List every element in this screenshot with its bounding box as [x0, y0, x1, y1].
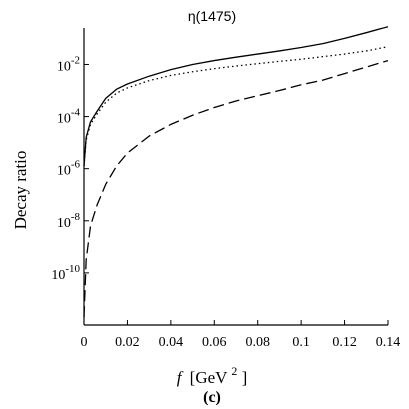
x-ticks: 0 0.02 0.04 0.06 0.08 0.1 0.12 0.14 — [81, 320, 401, 350]
y-tick-label: 10-8 — [57, 211, 81, 231]
x-tick-label: 0.12 — [332, 335, 357, 350]
x-tick-label: 0.1 — [292, 335, 310, 350]
series-group — [83, 26, 389, 318]
y-tick-label: 10-10 — [51, 263, 80, 283]
y-tick-label: 10-4 — [57, 107, 81, 127]
x-tick-label: 0.04 — [159, 335, 184, 350]
x-axis-label-unit-close: ] — [242, 368, 248, 387]
x-tick-label: 0.08 — [245, 335, 270, 350]
x-tick-label: 0.06 — [202, 335, 227, 350]
axes — [83, 28, 388, 326]
y-tick-label: 10-6 — [57, 159, 81, 179]
panel-label: (c) — [203, 389, 221, 406]
x-axis-label-unit: [GeV — [190, 368, 228, 387]
x-axis-label: f [GeV 2 ] — [177, 360, 248, 387]
x-tick-label: 0.02 — [115, 335, 140, 350]
series-line-solid — [83, 26, 389, 167]
chart-title: η(1475) — [188, 8, 236, 24]
y-axis-label: Decay ratio — [11, 151, 30, 230]
y-tick-label: 10-2 — [57, 54, 80, 74]
series-line-dashed — [83, 59, 389, 318]
y-ticks: 10-10 10-8 10-6 10-4 10-2 — [51, 54, 89, 283]
x-tick-label: 0.14 — [376, 335, 401, 350]
x-axis-label-unit-exponent: 2 — [231, 364, 237, 378]
x-tick-label: 0 — [81, 335, 88, 350]
series-line-dotted — [83, 46, 389, 167]
x-axis-label-variable: f — [177, 368, 184, 387]
